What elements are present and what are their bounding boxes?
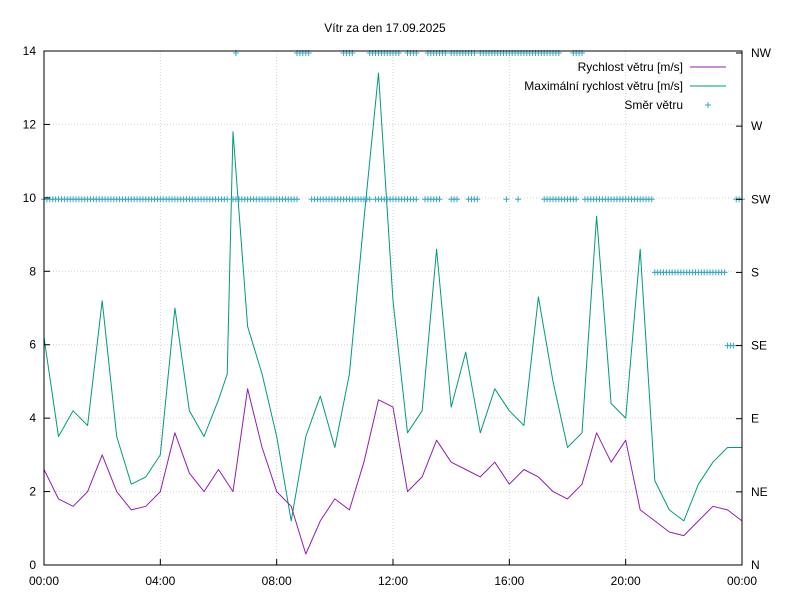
y2-tick-label: SW: [751, 192, 771, 206]
plot-frame: [43, 50, 743, 566]
direction-point: [730, 342, 737, 349]
legend-label-direction: Směr větru: [624, 98, 683, 112]
y-tick-label: 14: [23, 44, 37, 58]
x-tick-label: 00:00: [29, 574, 59, 588]
y-tick-label: 4: [29, 411, 36, 425]
series-lines: [43, 72, 743, 555]
direction-point: [503, 196, 510, 203]
legend-swatch-direction: [705, 102, 711, 108]
direction-point: [648, 196, 655, 203]
x-tick-label: 12:00: [378, 574, 408, 588]
chart-title: Vítr za den 17.09.2025: [324, 21, 446, 35]
direction-point: [224, 196, 231, 203]
direction-point: [474, 196, 481, 203]
direction-point: [573, 196, 580, 203]
y2-tick-label: NE: [751, 485, 768, 499]
y-tick-label: 10: [23, 191, 37, 205]
series-line-max-speed: [43, 72, 742, 522]
series-line-speed: [43, 388, 743, 555]
y-axis-ticks: 0 2 4 6 8 10 12 14: [23, 44, 50, 572]
grid: [44, 51, 742, 565]
y2-tick-label: NW: [751, 46, 772, 60]
y2-axis-ticks: N NE E SE S SW W NW: [736, 46, 772, 572]
y2-tick-label: S: [751, 265, 759, 279]
y2-tick-label: E: [751, 412, 759, 426]
y-tick-label: 12: [23, 117, 37, 131]
x-tick-label: 04:00: [145, 574, 175, 588]
legend-label-max-speed: Maximální rychlost větru [m/s]: [524, 79, 683, 93]
x-axis-ticks: 00:00 04:00 08:00 12:00 16:00 20:00 00:00: [29, 559, 757, 588]
y-tick-label: 6: [29, 338, 36, 352]
direction-point: [454, 196, 460, 203]
legend-label-speed: Rychlost větru [m/s]: [578, 60, 683, 74]
y-tick-label: 8: [29, 264, 36, 278]
y2-tick-label: SE: [751, 339, 767, 353]
direction-point: [436, 196, 443, 203]
direction-point: [413, 196, 420, 203]
y2-tick-label: W: [751, 119, 763, 133]
legend: Rychlost větru [m/s] Maximální rychlost v…: [524, 60, 726, 112]
y-tick-label: 0: [29, 558, 36, 572]
x-tick-label: 08:00: [262, 574, 292, 588]
y-tick-label: 2: [29, 485, 36, 499]
y2-tick-label: N: [751, 558, 760, 572]
direction-point: [721, 269, 728, 276]
x-tick-label: 20:00: [611, 574, 641, 588]
x-tick-label: 00:00: [727, 574, 757, 588]
direction-point: [294, 196, 300, 203]
direction-point: [366, 196, 373, 203]
x-tick-label: 16:00: [494, 574, 524, 588]
direction-point: [515, 196, 522, 203]
